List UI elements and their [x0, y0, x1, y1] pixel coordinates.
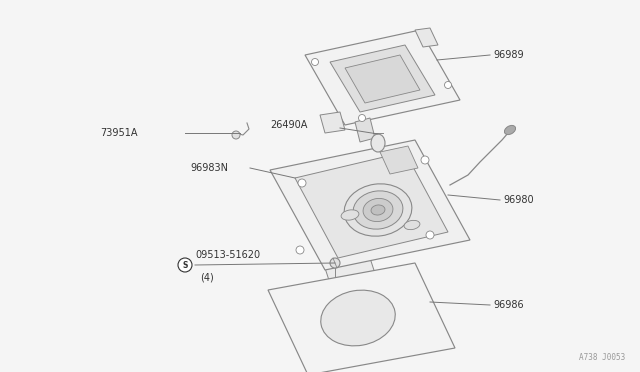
Polygon shape: [330, 45, 435, 112]
Text: 96980: 96980: [503, 195, 534, 205]
Polygon shape: [380, 146, 418, 174]
Polygon shape: [325, 258, 382, 305]
Polygon shape: [355, 118, 375, 142]
Ellipse shape: [321, 290, 396, 346]
Circle shape: [445, 81, 451, 89]
Polygon shape: [268, 263, 455, 372]
Polygon shape: [295, 152, 448, 258]
Circle shape: [296, 246, 304, 254]
Text: 09513-51620: 09513-51620: [195, 250, 260, 260]
Text: 26490A: 26490A: [270, 120, 307, 130]
Polygon shape: [415, 28, 438, 47]
Ellipse shape: [504, 125, 516, 135]
Circle shape: [312, 58, 319, 65]
Text: S: S: [182, 260, 188, 269]
Text: A738 J0053: A738 J0053: [579, 353, 625, 362]
Circle shape: [178, 258, 192, 272]
Circle shape: [426, 231, 434, 239]
Ellipse shape: [353, 191, 403, 229]
Ellipse shape: [341, 210, 359, 220]
Circle shape: [232, 131, 240, 139]
Text: (4): (4): [200, 273, 214, 283]
Polygon shape: [320, 112, 345, 133]
Circle shape: [298, 179, 306, 187]
Ellipse shape: [344, 184, 412, 236]
Circle shape: [358, 115, 365, 122]
Text: 73951A: 73951A: [100, 128, 138, 138]
Text: 96986: 96986: [493, 300, 524, 310]
Ellipse shape: [404, 220, 420, 230]
Polygon shape: [345, 55, 420, 103]
Polygon shape: [270, 140, 470, 270]
Ellipse shape: [371, 205, 385, 215]
Ellipse shape: [371, 134, 385, 152]
Circle shape: [421, 156, 429, 164]
Circle shape: [330, 258, 340, 268]
Polygon shape: [305, 30, 460, 125]
Ellipse shape: [363, 198, 393, 222]
Text: 96983N: 96983N: [190, 163, 228, 173]
Text: 96989: 96989: [493, 50, 524, 60]
